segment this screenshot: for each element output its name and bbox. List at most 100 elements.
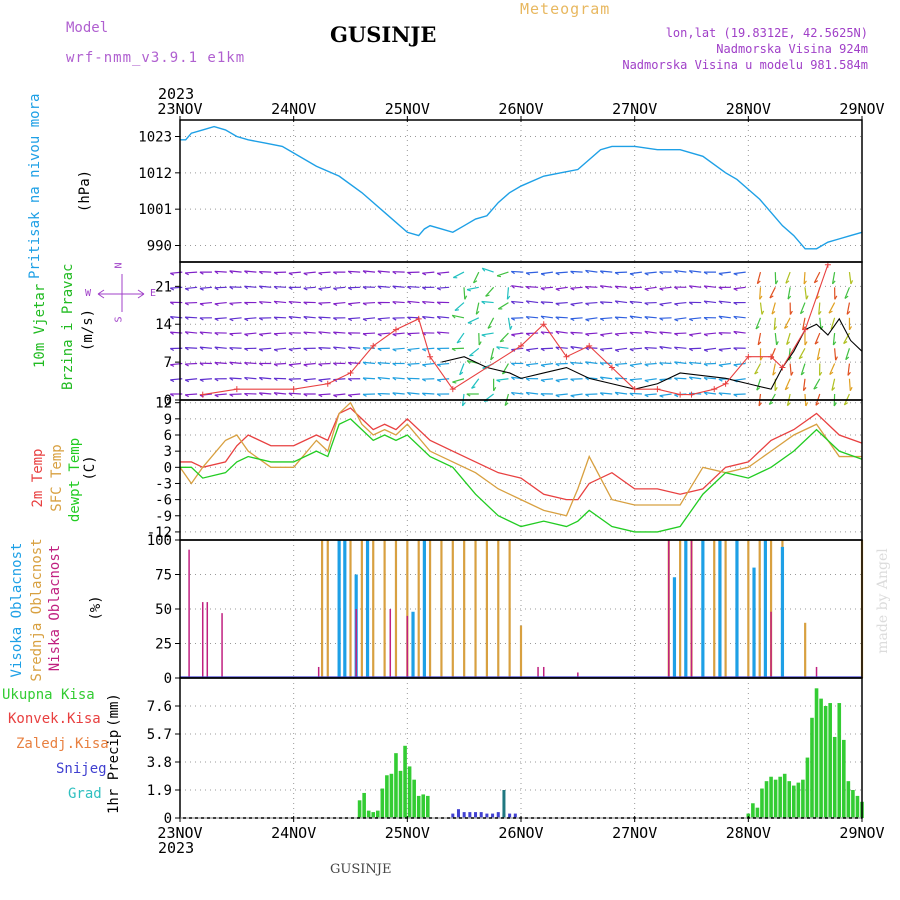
- wind-arrow: [497, 302, 509, 310]
- wind-arrow-head: [347, 287, 352, 291]
- wind-arrow: [659, 393, 672, 397]
- cloud-low-bar: [389, 609, 392, 678]
- wind-arrow: [363, 361, 376, 365]
- wind-arrow-head: [525, 272, 530, 276]
- wind-arrow: [377, 332, 390, 335]
- wind-arrow: [526, 300, 539, 304]
- wind-arrow: [214, 270, 227, 273]
- wind-arrow: [644, 346, 657, 349]
- wind-arrow-head: [214, 303, 219, 307]
- wind-arrow-head: [614, 349, 620, 353]
- wind-arrow-head: [199, 303, 204, 306]
- wind-arrow: [199, 286, 212, 290]
- wind-arrow-head: [510, 270, 515, 275]
- precip-total-bar: [782, 773, 787, 818]
- wind-arrow-head: [288, 332, 293, 336]
- x-tick-label-top: 28NOV: [726, 100, 771, 118]
- wind-arrow: [377, 362, 390, 365]
- wind-arrow-head: [525, 286, 530, 290]
- wind-arrow-head: [244, 362, 249, 366]
- wind-gust-marker: [392, 326, 399, 333]
- precip-total-bar: [746, 813, 751, 818]
- y-tick-label: 3.8: [147, 755, 172, 771]
- wind-arrow-head: [816, 356, 821, 361]
- wind-arrow-head: [244, 301, 249, 306]
- wind-arrow: [615, 347, 628, 351]
- wind-gust-marker: [290, 386, 297, 393]
- wind-arrow: [674, 346, 687, 349]
- precip-total-bar: [837, 703, 842, 818]
- wind-arrow: [318, 378, 331, 381]
- wind-arrow: [422, 347, 435, 350]
- wind-arrow-head: [555, 394, 560, 398]
- cloud-low-bar: [317, 666, 320, 678]
- wind-arrow: [459, 363, 465, 375]
- wind-arrow-head: [303, 301, 308, 305]
- wind-arrow-head: [570, 346, 575, 350]
- wind-arrow: [244, 376, 257, 380]
- wind-arrow: [511, 391, 524, 395]
- cloud-low-bar: [406, 615, 409, 678]
- wind-arrow: [392, 332, 405, 335]
- wind-arrow-head: [481, 267, 486, 272]
- precip-total-bar: [357, 800, 362, 818]
- wind-arrow: [772, 363, 776, 376]
- wind-arrow-head: [814, 341, 819, 345]
- wind-arrow-head: [585, 286, 590, 290]
- wind-arrow-head: [422, 301, 426, 305]
- wind-arrow: [362, 301, 376, 304]
- cloud-mid-bar: [747, 540, 750, 678]
- wind-arrow-head: [525, 364, 531, 368]
- wind-arrow-head: [805, 295, 809, 300]
- wind-arrow: [507, 317, 511, 330]
- wind-arrow-head: [599, 285, 604, 289]
- wind-arrow-head: [273, 316, 278, 320]
- wind-arrow-head: [214, 332, 219, 336]
- y-tick-label: 12: [155, 396, 172, 412]
- wind-arrow-head: [214, 287, 219, 291]
- wind-arrow: [674, 269, 687, 273]
- wind-arrow: [214, 317, 227, 320]
- wind-arrow-head: [229, 377, 234, 381]
- wind-arrow-head: [422, 378, 427, 382]
- wind-arrow: [704, 332, 717, 335]
- wind-arrow-head: [769, 295, 774, 299]
- wind-arrow: [629, 362, 642, 366]
- wind-arrow: [659, 362, 672, 365]
- wind-arrow: [629, 378, 642, 381]
- wind-arrow: [482, 267, 494, 273]
- cloud-mid-bar: [417, 540, 420, 678]
- wind-arrow: [526, 391, 539, 395]
- wind-arrow-head: [733, 315, 738, 320]
- wind-arrow: [333, 393, 346, 396]
- wind-arrow: [471, 378, 480, 389]
- wind-arrow-head: [510, 376, 515, 381]
- wind-arrow-head: [789, 310, 793, 315]
- wind-arrow-head: [629, 287, 634, 291]
- wind-arrow-head: [511, 334, 516, 337]
- wind-arrow-head: [392, 271, 397, 275]
- model-name: wrf-nmm_v3.9.1 e1km: [66, 50, 246, 66]
- wind-arrow: [786, 332, 791, 345]
- wind-arrow-head: [659, 317, 664, 321]
- wind-arrow: [501, 363, 509, 375]
- wind-arrow-head: [703, 333, 708, 337]
- wind-arrow: [214, 301, 227, 305]
- wind-arrow-head: [303, 393, 308, 397]
- wind-arrow-head: [169, 301, 174, 305]
- x-tick-label-bottom: 27NOV: [612, 824, 657, 842]
- wind-arrow-head: [585, 302, 590, 306]
- wind-arrow-head: [771, 310, 776, 315]
- wind-arrow: [570, 361, 583, 365]
- wind-arrow-head: [422, 364, 427, 367]
- wind-arrow: [771, 302, 776, 315]
- y-tick-label: -3: [155, 476, 172, 492]
- wind-arrow-head: [318, 316, 323, 320]
- wind-arrow-head: [466, 393, 471, 397]
- wind-arrow-head: [570, 270, 575, 275]
- wind-arrow: [454, 302, 465, 311]
- wind-arrow-head: [818, 310, 822, 315]
- wind-arrow: [274, 285, 287, 288]
- wind-arrow: [816, 348, 821, 361]
- cloud-high-bar: [752, 567, 756, 678]
